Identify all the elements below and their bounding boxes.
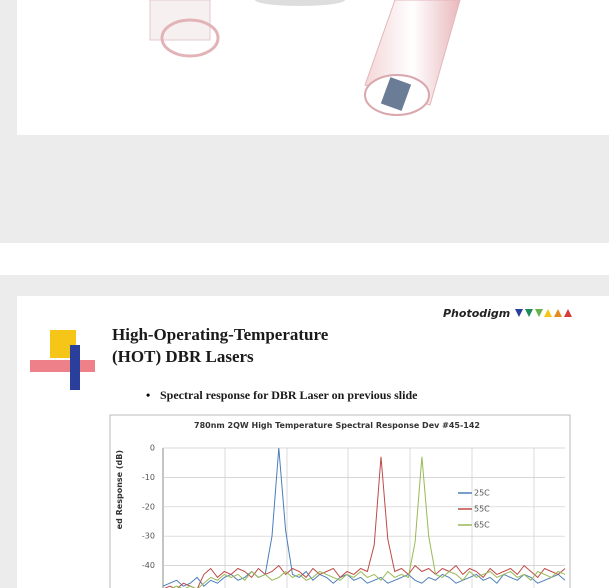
viewer: Photodigm High-Operating-Temperature (HO…: [0, 0, 609, 588]
logo: Photodigm: [443, 307, 510, 320]
chart-frame: [110, 415, 570, 588]
page: Photodigm High-Operating-Temperature (HO…: [0, 0, 609, 588]
bullet: Spectral response for DBR Laser on previ…: [160, 388, 418, 402]
y-tick-label: -30: [142, 532, 155, 541]
y-tick-label: -20: [142, 502, 155, 511]
y-tick-label: -10: [142, 473, 155, 482]
slide-title: High-Operating-Temperature: [112, 325, 329, 344]
slide: [17, 0, 609, 135]
legend-label: 25C: [474, 489, 490, 498]
bullet-dot: •: [146, 388, 150, 402]
y-axis-label: ed Response (dB): [115, 450, 124, 529]
slide-title: (HOT) DBR Lasers: [112, 347, 254, 366]
chart-title: 780nm 2QW High Temperature Spectral Resp…: [194, 421, 480, 430]
legend-label: 65C: [474, 521, 490, 530]
y-tick-label: 0: [150, 444, 155, 453]
y-tick-label: -40: [142, 561, 155, 570]
legend-label: 55C: [474, 505, 490, 514]
